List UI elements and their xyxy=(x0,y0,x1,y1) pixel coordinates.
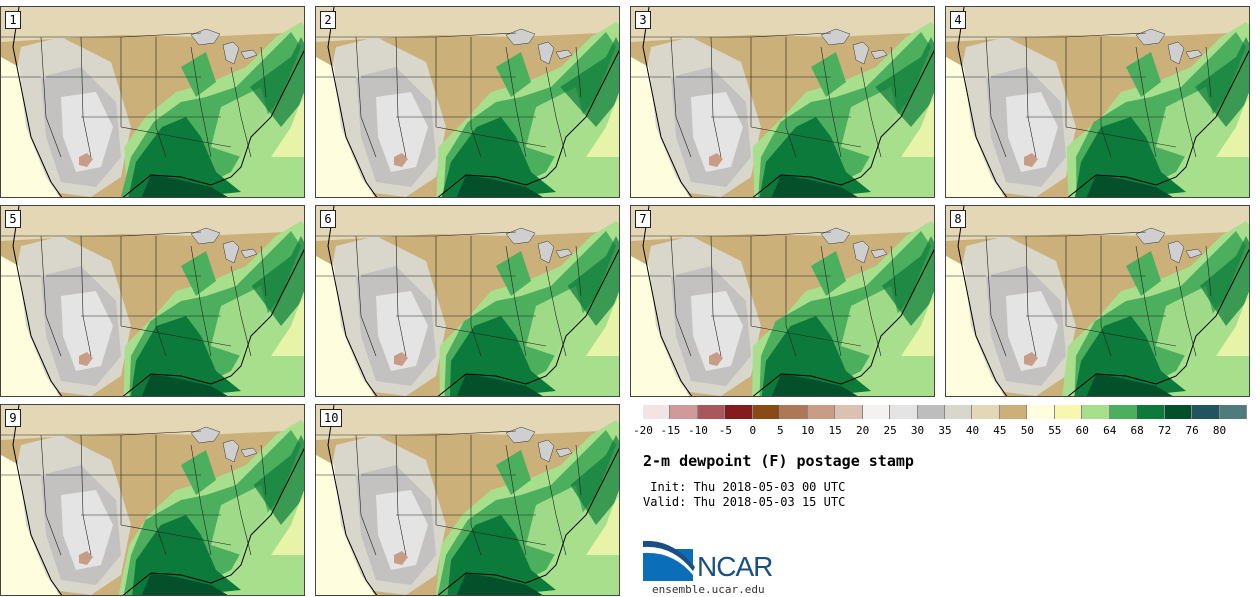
valid-time: Valid: Thu 2018-05-03 15 UTC xyxy=(643,495,846,509)
colorbar-tick-label: 64 xyxy=(1103,424,1117,437)
colorbar-segment xyxy=(752,405,781,419)
map-panel[interactable]: 7 xyxy=(630,205,935,397)
colorbar-segment xyxy=(697,405,726,419)
colorbar-tick-label: 10 xyxy=(801,424,815,437)
init-time: Init: Thu 2018-05-03 00 UTC xyxy=(643,480,846,494)
colorbar-segment xyxy=(999,405,1028,419)
colorbar-tick-label: 72 xyxy=(1158,424,1172,437)
colorbar-segment xyxy=(835,405,863,419)
dewpoint-map xyxy=(1,7,304,197)
panel-number: 8 xyxy=(950,210,966,228)
colorbar-segment xyxy=(1137,405,1165,419)
panel-number: 7 xyxy=(635,210,651,228)
colorbar-ticks: -20 -15 -10 -5 0 5 10 15 20 25 30 35 40 45 50 55 60 64 68 7… xyxy=(633,424,1247,438)
map-panel[interactable]: 9 xyxy=(0,404,305,596)
colorbar-tick-label: 35 xyxy=(938,424,952,437)
colorbar-tick-label: 68 xyxy=(1130,424,1144,437)
colorbar-tick-label: 40 xyxy=(965,424,980,437)
map-panel[interactable]: 10 xyxy=(315,404,620,596)
panel-number: 10 xyxy=(320,409,343,427)
colorbar-tick-label: 0 xyxy=(749,424,757,437)
dewpoint-map xyxy=(316,405,619,595)
panel-number: 4 xyxy=(950,11,966,29)
map-panel[interactable]: 5 xyxy=(0,205,305,397)
dewpoint-map xyxy=(946,7,1249,197)
dewpoint-map xyxy=(1,405,304,595)
panel-number: 2 xyxy=(320,11,336,29)
colorbar-tick-label: 25 xyxy=(883,424,897,437)
dewpoint-map xyxy=(631,7,934,197)
colorbar xyxy=(643,405,1247,419)
colorbar-tick-label: 76 xyxy=(1185,424,1199,437)
colorbar-segment xyxy=(643,405,671,419)
colorbar-segment xyxy=(1219,405,1247,419)
colorbar-segment xyxy=(917,405,945,419)
colorbar-tick-label: -10 xyxy=(687,424,708,437)
colorbar-segment xyxy=(1054,405,1083,419)
colorbar-tick-label: 45 xyxy=(993,424,1007,437)
map-panel[interactable]: 4 xyxy=(945,6,1250,198)
dewpoint-map xyxy=(631,206,934,396)
chart-title: 2-m dewpoint (F) postage stamp xyxy=(643,452,914,470)
colorbar-tick-label: 30 xyxy=(910,424,925,437)
colorbar-tick-label: -15 xyxy=(660,424,681,437)
panel-number: 6 xyxy=(320,210,336,228)
colorbar-segment xyxy=(1027,405,1055,419)
colorbar-tick-label: 15 xyxy=(828,424,842,437)
colorbar-segment xyxy=(1192,405,1220,419)
dewpoint-map xyxy=(316,206,619,396)
dewpoint-map xyxy=(1,206,304,396)
map-panel[interactable]: 6 xyxy=(315,205,620,397)
site-url[interactable]: ensemble.ucar.edu xyxy=(652,583,765,596)
ncar-logo-icon xyxy=(643,541,695,581)
panel-number: 9 xyxy=(5,409,21,427)
colorbar-segment xyxy=(944,405,973,419)
colorbar-tick-label: -20 xyxy=(633,424,653,437)
colorbar-tick-label: 20 xyxy=(856,424,870,437)
colorbar-segment xyxy=(807,405,836,419)
colorbar-segment xyxy=(972,405,1000,419)
dewpoint-map xyxy=(946,206,1249,396)
colorbar-tick-label: 5 xyxy=(776,424,784,437)
colorbar-segment xyxy=(1109,405,1138,419)
colorbar-tick-label: 60 xyxy=(1075,424,1089,437)
colorbar-segment xyxy=(725,405,753,419)
map-panel[interactable]: 3 xyxy=(630,6,935,198)
map-panel[interactable]: 8 xyxy=(945,205,1250,397)
panel-number: 5 xyxy=(5,210,21,228)
colorbar-tick-label: -5 xyxy=(718,424,732,437)
colorbar-segment xyxy=(1082,405,1110,419)
colorbar-segment xyxy=(890,405,918,419)
map-panel[interactable]: 1 xyxy=(0,6,305,198)
colorbar-segment xyxy=(1164,405,1193,419)
ncar-logo-text: NCAR xyxy=(697,551,773,582)
panel-number: 3 xyxy=(635,11,651,29)
map-panel[interactable]: 2 xyxy=(315,6,620,198)
dewpoint-map xyxy=(316,7,619,197)
colorbar-segment xyxy=(862,405,891,419)
colorbar-tick-label: 55 xyxy=(1048,424,1062,437)
colorbar-segment xyxy=(780,405,808,419)
panel-number: 1 xyxy=(5,11,21,29)
colorbar-tick-label: 80 xyxy=(1212,424,1227,437)
colorbar-segment xyxy=(670,405,698,419)
colorbar-tick-label: 50 xyxy=(1020,424,1034,437)
